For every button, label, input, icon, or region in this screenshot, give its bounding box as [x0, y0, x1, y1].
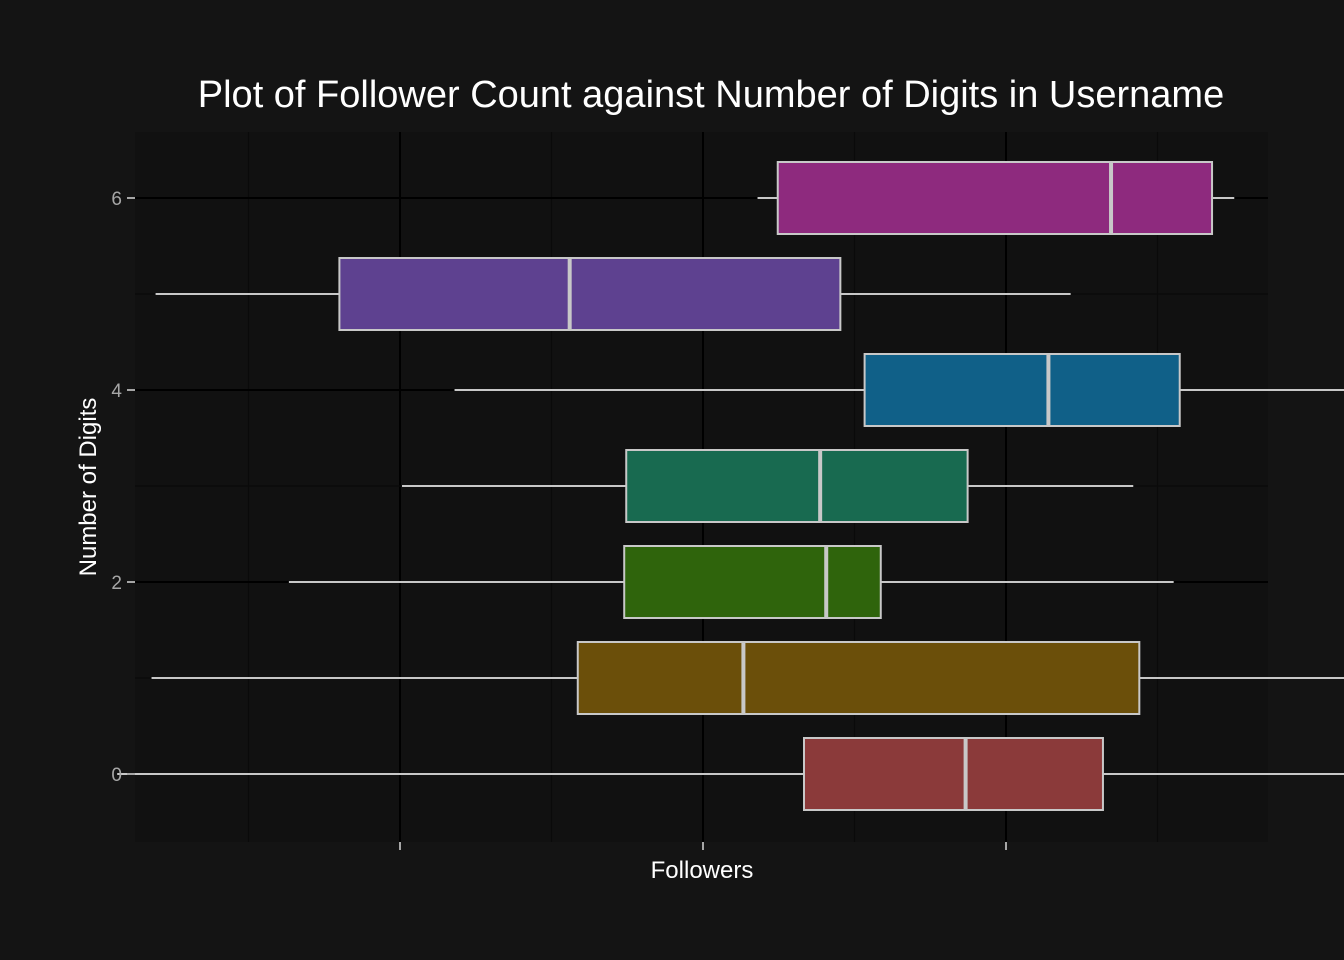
box-layer — [117, 161, 1344, 811]
chart-title: Plot of Follower Count against Number of… — [198, 74, 1224, 116]
box-iqr — [338, 257, 842, 331]
box-iqr — [625, 449, 969, 523]
box-group-2 — [288, 545, 1174, 619]
y-tick-label: 4 — [111, 381, 122, 402]
box-iqr — [863, 353, 1181, 427]
y-tick-label: 6 — [111, 189, 122, 210]
x-axis-ticks — [399, 842, 1007, 850]
box-group-4 — [454, 353, 1344, 427]
box-group-6 — [757, 161, 1235, 235]
box-iqr — [803, 737, 1104, 811]
y-axis-ticks: 0 2 4 6 — [111, 189, 135, 786]
y-tick-label: 2 — [111, 573, 122, 594]
box-group-1 — [151, 641, 1344, 715]
x-axis-title: Followers — [651, 857, 754, 884]
box-group-0 — [117, 737, 1344, 811]
box-group-5 — [155, 257, 1071, 331]
box-iqr — [576, 641, 1141, 715]
y-tick-label: 0 — [111, 765, 122, 786]
box-group-3 — [402, 449, 1134, 523]
box-iqr — [623, 545, 882, 619]
box-iqr — [776, 161, 1214, 235]
y-axis-title: Number of Digits — [75, 398, 102, 577]
